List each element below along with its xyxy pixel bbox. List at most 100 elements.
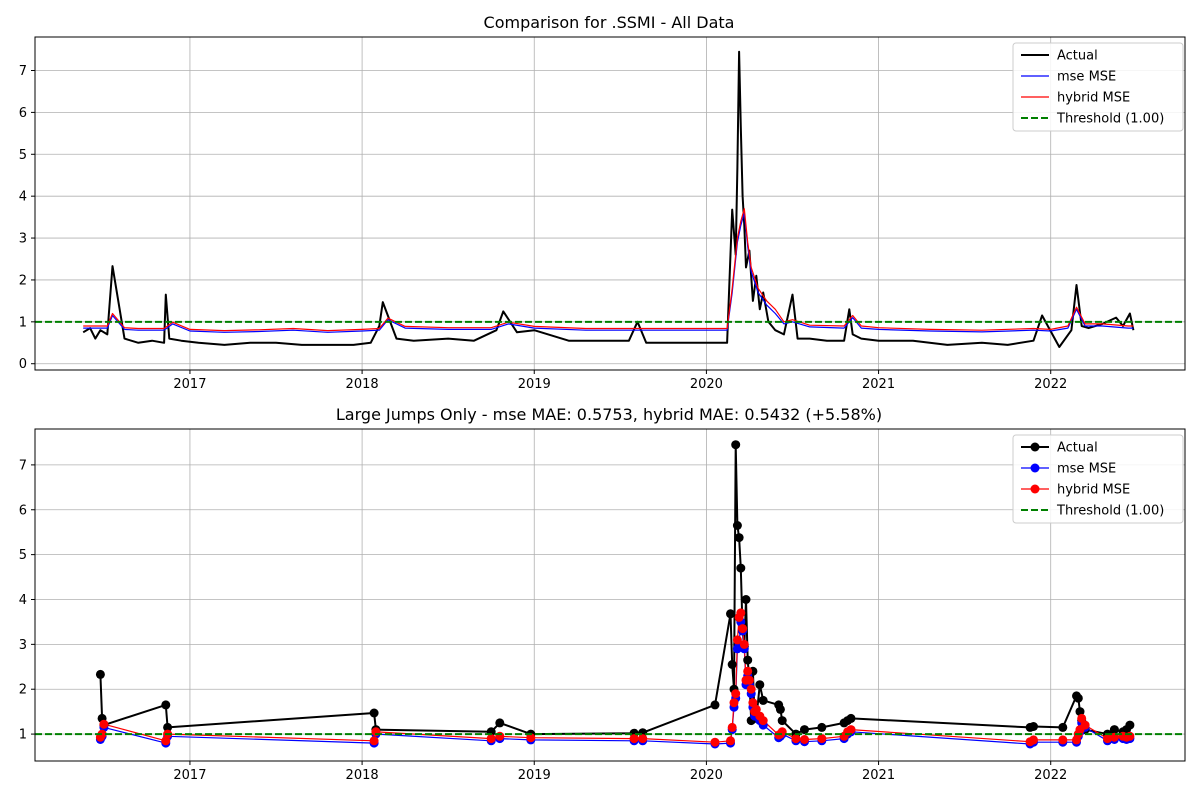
legend-label: Threshold (1.00) xyxy=(1056,112,1164,127)
data-point-hybrid-mse xyxy=(744,675,754,685)
data-point-actual xyxy=(741,595,751,604)
legend-label: Actual xyxy=(1057,441,1098,456)
legend-marker xyxy=(1030,463,1040,473)
x-tick-label: 2022 xyxy=(1034,377,1067,392)
y-tick-label: 4 xyxy=(19,593,27,608)
data-point-hybrid-mse xyxy=(486,734,496,744)
data-point-actual xyxy=(731,440,741,450)
axes-frame xyxy=(34,428,1186,762)
data-point-actual xyxy=(846,713,856,723)
data-point-hybrid-mse xyxy=(791,734,801,744)
legend-box xyxy=(1012,42,1184,132)
legend-label: mse MSE xyxy=(1057,462,1116,477)
x-tick-label: 2019 xyxy=(518,377,551,392)
data-point-hybrid-mse xyxy=(758,716,768,726)
data-point-hybrid-mse xyxy=(738,624,748,634)
chart-title: Comparison for .SSMI - All Data xyxy=(484,13,735,32)
data-point-actual xyxy=(727,660,737,669)
data-point-hybrid-mse xyxy=(99,719,109,729)
y-tick-label: 0 xyxy=(19,357,27,372)
data-point-actual xyxy=(369,708,379,718)
data-point-hybrid-mse xyxy=(746,684,756,694)
y-tick-label: 7 xyxy=(19,64,27,79)
data-point-hybrid-mse xyxy=(710,737,720,747)
legend-label: Threshold (1.00) xyxy=(1056,504,1164,519)
data-point-hybrid-mse xyxy=(726,736,735,746)
axes-frame xyxy=(34,36,1186,371)
data-point-actual xyxy=(1073,693,1083,703)
y-tick-label: 5 xyxy=(19,548,27,563)
data-point-hybrid-mse xyxy=(1080,720,1090,730)
y-tick-label: 1 xyxy=(19,728,27,743)
x-tick-label: 2020 xyxy=(690,768,723,783)
x-tick-label: 2019 xyxy=(518,768,551,783)
legend-label: hybrid MSE xyxy=(1057,91,1130,106)
series-line-hybrid-mse xyxy=(83,208,1134,332)
data-point-actual xyxy=(710,700,720,710)
data-point-actual xyxy=(775,704,785,714)
x-tick-label: 2018 xyxy=(346,377,379,392)
data-point-actual xyxy=(161,700,171,710)
data-point-hybrid-mse xyxy=(751,704,761,714)
x-tick-label: 2021 xyxy=(862,768,895,783)
data-point-hybrid-mse xyxy=(526,733,536,743)
legend-marker xyxy=(1030,484,1040,494)
data-point-actual xyxy=(726,609,735,619)
x-tick-label: 2017 xyxy=(173,768,206,783)
x-tick-label: 2020 xyxy=(690,377,723,392)
data-point-actual xyxy=(777,716,787,726)
data-point-hybrid-mse xyxy=(731,689,741,699)
chart-panel-all-data: Comparison for .SSMI - All Data 2017 2018… xyxy=(19,13,1186,392)
y-tick-label: 1 xyxy=(19,315,27,330)
legend-marker xyxy=(1030,442,1040,452)
y-tick-label: 3 xyxy=(19,232,27,247)
legend-label: mse MSE xyxy=(1057,70,1116,85)
data-point-actual xyxy=(495,718,505,728)
data-point-actual xyxy=(817,722,827,732)
chart-panel-large-jumps: Large Jumps Only - mse MAE: 0.5753, hybr… xyxy=(19,405,1186,783)
data-point-actual xyxy=(1029,722,1038,731)
data-point-actual xyxy=(95,669,105,679)
data-point-actual xyxy=(736,563,746,573)
data-point-actual xyxy=(734,533,744,543)
data-point-hybrid-mse xyxy=(629,734,639,744)
legend-box xyxy=(1012,434,1184,524)
series-line-actual xyxy=(82,50,1135,348)
data-point-hybrid-mse xyxy=(1077,713,1087,723)
data-point-actual xyxy=(163,722,173,732)
data-point-hybrid-mse xyxy=(1103,734,1112,744)
x-tick-label: 2018 xyxy=(346,768,379,783)
data-point-actual xyxy=(1125,720,1135,730)
data-point-hybrid-mse xyxy=(748,698,758,708)
data-point-hybrid-mse xyxy=(732,635,742,645)
chart-title: Large Jumps Only - mse MAE: 0.5753, hybr… xyxy=(336,405,882,424)
plot-area: 2017 2018 2019 2020 2021 2022 1 2 3 4 5 6 7 xyxy=(19,428,1186,783)
data-point-hybrid-mse xyxy=(736,608,746,618)
data-point-actual xyxy=(732,521,742,530)
data-point-hybrid-mse xyxy=(846,725,856,735)
data-point-actual xyxy=(755,680,765,690)
y-tick-label: 6 xyxy=(19,106,27,121)
y-tick-label: 2 xyxy=(19,683,27,698)
data-point-actual xyxy=(758,695,768,705)
x-tick-label: 2022 xyxy=(1034,768,1067,783)
data-point-actual xyxy=(1109,725,1119,735)
data-point-hybrid-mse xyxy=(97,729,107,739)
x-tick-label: 2017 xyxy=(173,377,206,392)
data-point-hybrid-mse xyxy=(739,639,749,649)
data-point-hybrid-mse xyxy=(817,734,827,744)
data-point-hybrid-mse xyxy=(727,722,737,732)
legend-label: hybrid MSE xyxy=(1057,483,1130,498)
data-point-hybrid-mse xyxy=(743,666,753,676)
x-tick-label: 2021 xyxy=(862,377,895,392)
y-tick-label: 3 xyxy=(19,638,27,653)
data-point-hybrid-mse xyxy=(369,736,379,746)
data-point-hybrid-mse xyxy=(1029,735,1038,745)
plot-area: 2017 2018 2019 2020 2021 2022 0 1 2 3 4 5 6 7 xyxy=(19,36,1186,392)
data-point-hybrid-mse xyxy=(1058,735,1068,745)
data-point-hybrid-mse xyxy=(638,734,648,744)
data-point-hybrid-mse xyxy=(729,698,739,708)
data-point-actual xyxy=(1075,707,1085,717)
legend-label: Actual xyxy=(1057,49,1098,64)
